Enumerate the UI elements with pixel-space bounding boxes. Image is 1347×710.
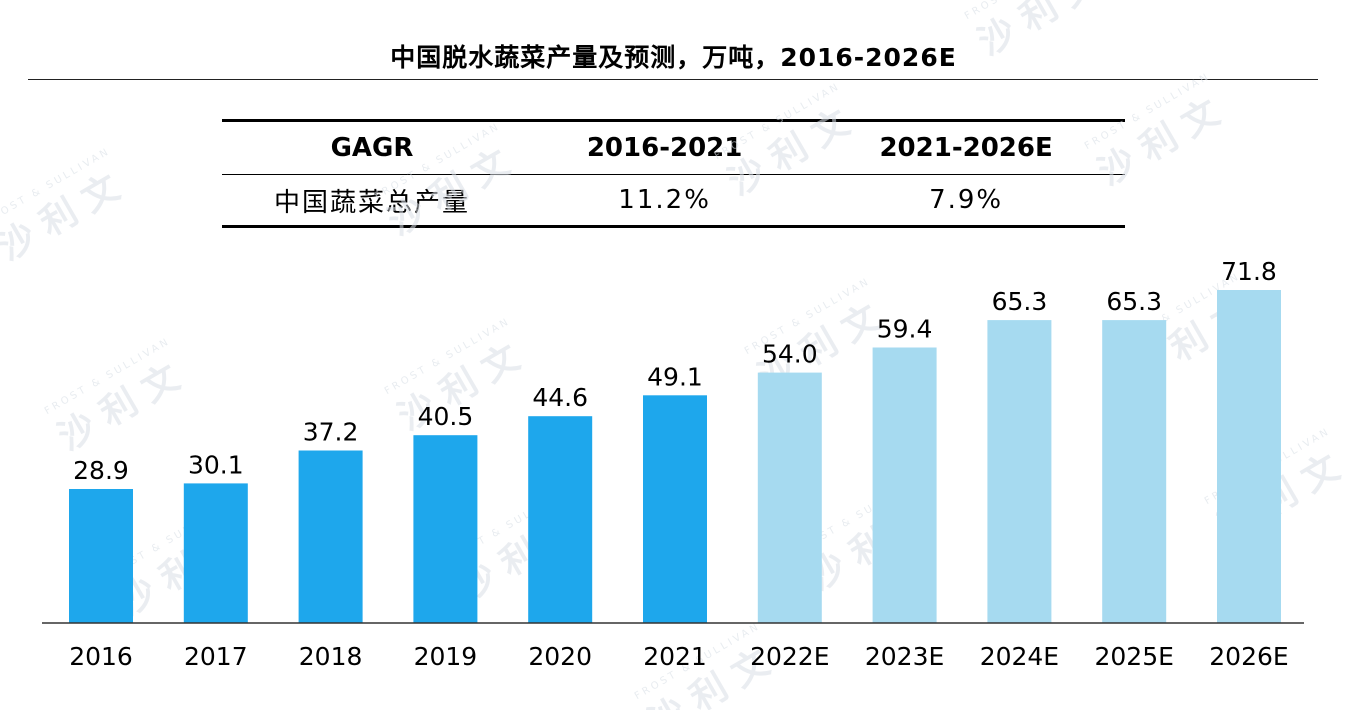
bar-value-label: 49.1 xyxy=(647,362,703,391)
bar-2022E xyxy=(757,372,822,623)
cagr-row-label: 中国蔬菜总产量 xyxy=(273,187,470,218)
cagr-header-row: GAGR 2016-2021 2021-2026E xyxy=(222,120,1125,175)
bar-2017 xyxy=(183,483,248,623)
x-axis-ticks: 2016 2017 2018 2019 2020 2021 2022E 2023E 2024E 2… xyxy=(69,642,1289,671)
bar-2021 xyxy=(643,395,707,623)
bar-value-label: 54.0 xyxy=(762,340,818,369)
bar-2023E xyxy=(872,347,937,623)
x-tick-label: 2022E xyxy=(750,642,829,671)
x-tick-label: 2018 xyxy=(299,642,363,671)
x-tick-label: 2016 xyxy=(69,642,133,671)
x-tick-label: 2017 xyxy=(184,642,248,671)
x-tick-label: 2020 xyxy=(528,642,592,671)
bar-2025E xyxy=(1102,320,1167,623)
bar-value-label: 28.9 xyxy=(73,456,129,485)
cagr-table: GAGR 2016-2021 2021-2026E 中国蔬菜总产量 11.2% … xyxy=(222,119,1125,228)
x-tick-label: 2021 xyxy=(643,642,707,671)
bar-2019 xyxy=(413,435,478,623)
svg-text:沙利文: 沙利文 xyxy=(972,0,1117,64)
x-tick-label: 2024E xyxy=(980,642,1059,671)
cagr-value-period-2: 7.9% xyxy=(929,185,1004,215)
cagr-header-label: GAGR xyxy=(330,133,414,163)
bar-2016 xyxy=(69,489,133,623)
bar-value-label: 30.1 xyxy=(188,450,244,479)
bar-value-label: 40.5 xyxy=(418,402,474,431)
bar-2026E xyxy=(1217,290,1281,623)
x-tick-label: 2025E xyxy=(1094,642,1173,671)
x-tick-label: 2026E xyxy=(1209,642,1288,671)
x-tick-label: 2019 xyxy=(414,642,478,671)
chart-title: 中国脱水蔬菜产量及预测，万吨，2016-2026E xyxy=(390,43,957,72)
bar-value-label: 44.6 xyxy=(532,383,588,412)
bar-2024E xyxy=(987,320,1052,623)
title-divider xyxy=(28,79,1318,80)
cagr-row: 中国蔬菜总产量 11.2% 7.9% xyxy=(222,175,1125,227)
bar-value-label: 65.3 xyxy=(992,287,1048,316)
cagr-value-period-1: 11.2% xyxy=(618,185,711,215)
bar-2020 xyxy=(528,416,593,623)
bar-value-label: 65.3 xyxy=(1106,287,1162,316)
bar-2018 xyxy=(298,450,363,623)
bar-value-label: 59.4 xyxy=(877,315,933,344)
bar-value-label: 71.8 xyxy=(1221,257,1277,286)
bar-series: 28.9 30.1 37.2 40.5 44.6 49.1 54.0 59.4 65.3 65.3… xyxy=(69,257,1281,623)
x-tick-label: 2023E xyxy=(865,642,944,671)
cagr-header-period-1: 2016-2021 xyxy=(586,133,743,163)
cagr-header-period-2: 2021-2026E xyxy=(879,133,1053,163)
bar-value-label: 37.2 xyxy=(303,418,359,447)
